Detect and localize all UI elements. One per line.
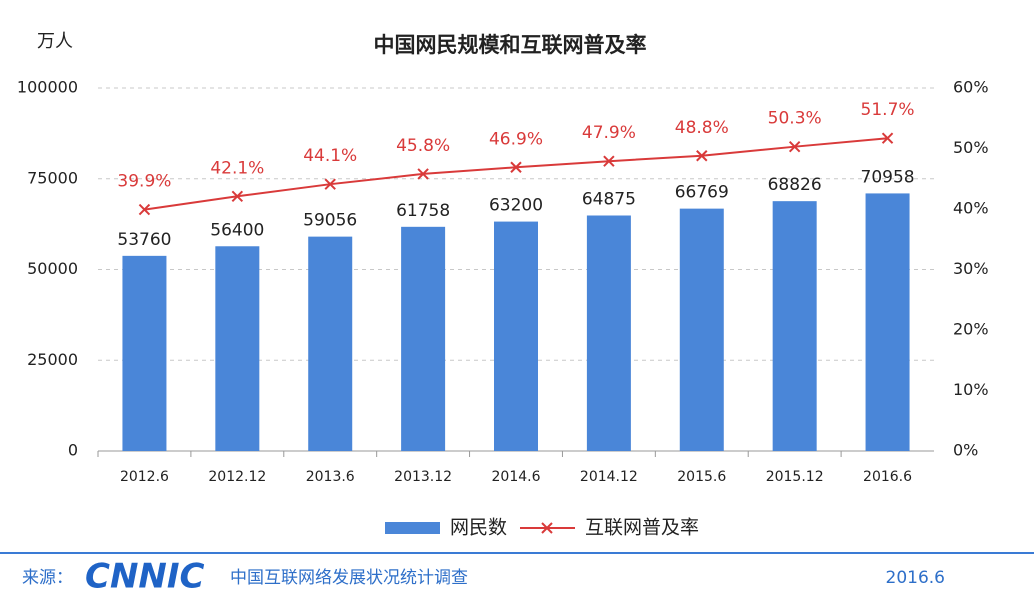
bar-value-label: 63200 xyxy=(489,196,543,216)
bar xyxy=(215,246,260,451)
y2-tick-label: 50% xyxy=(953,138,989,157)
line-marker xyxy=(231,190,244,203)
x-tick-label: 2012.6 xyxy=(120,469,169,485)
x-tick-label: 2016.6 xyxy=(863,469,912,485)
line-marker xyxy=(138,203,151,216)
y-tick-label: 0 xyxy=(68,441,78,460)
bar-value-label: 68826 xyxy=(768,175,822,195)
line-value-label: 50.3% xyxy=(768,109,822,129)
source-label: 来源： xyxy=(22,568,73,588)
line-value-label: 48.8% xyxy=(675,118,729,138)
y2-tick-label: 30% xyxy=(953,259,989,278)
y2-tick-label: 40% xyxy=(953,199,989,218)
legend-marker xyxy=(541,522,553,534)
x-tick-label: 2015.12 xyxy=(766,469,824,485)
bar xyxy=(772,201,817,451)
x-tick-label: 2013.6 xyxy=(306,469,355,485)
line-value-label: 42.1% xyxy=(210,158,264,178)
line-marker xyxy=(788,140,801,153)
chart-title: 中国网民规模和互联网普及率 xyxy=(374,33,647,57)
survey-name: 中国互联网络发展状况统计调查 xyxy=(230,568,468,588)
line-value-label: 44.1% xyxy=(303,146,357,166)
line-value-label: 47.9% xyxy=(582,123,636,143)
bar xyxy=(401,226,446,451)
y2-tick-label: 20% xyxy=(953,320,989,339)
y-tick-label: 50000 xyxy=(27,259,78,278)
y2-tick-label: 10% xyxy=(953,380,989,399)
line-marker xyxy=(696,150,708,162)
legend-label: 网民数 xyxy=(450,517,507,539)
line-value-label: 51.7% xyxy=(861,100,915,120)
line-marker xyxy=(881,132,894,144)
line-marker xyxy=(324,178,336,190)
y-tick-label: 25000 xyxy=(27,350,78,369)
bar xyxy=(865,193,910,451)
bar-value-label: 53760 xyxy=(117,230,171,250)
bar-value-label: 66769 xyxy=(675,183,729,203)
bar-value-label: 61758 xyxy=(396,201,450,221)
bar-value-label: 64875 xyxy=(582,190,636,210)
x-tick-label: 2014.12 xyxy=(580,469,638,485)
y-tick-label: 75000 xyxy=(27,168,78,187)
x-tick-label: 2013.12 xyxy=(394,469,452,485)
bar xyxy=(494,221,538,451)
legend-label: 互联网普及率 xyxy=(585,517,699,539)
line-value-label: 39.9% xyxy=(117,172,171,192)
logo: CNNIC xyxy=(85,557,205,597)
bar-value-label: 59056 xyxy=(303,211,357,231)
x-tick-label: 2014.6 xyxy=(492,469,541,485)
legend-swatch xyxy=(385,522,440,534)
x-tick-label: 2012.12 xyxy=(208,469,266,485)
bar-value-label: 70958 xyxy=(861,167,915,187)
bar xyxy=(586,215,631,451)
y-tick-label: 100000 xyxy=(17,78,78,97)
line-marker xyxy=(417,168,429,180)
y-axis-label: 万人 xyxy=(37,31,73,52)
line-value-label: 45.8% xyxy=(396,136,450,156)
line-value-label: 46.9% xyxy=(489,129,543,149)
footer-date: 2016.6 xyxy=(886,568,945,588)
bar xyxy=(308,236,353,451)
bar xyxy=(122,255,167,451)
y2-tick-label: 0% xyxy=(953,441,978,460)
line-marker xyxy=(510,161,522,173)
y2-tick-label: 60% xyxy=(953,78,989,97)
line-marker xyxy=(603,155,615,167)
bar-value-label: 56400 xyxy=(210,220,264,240)
bar xyxy=(679,208,724,451)
x-tick-label: 2015.6 xyxy=(677,469,726,485)
